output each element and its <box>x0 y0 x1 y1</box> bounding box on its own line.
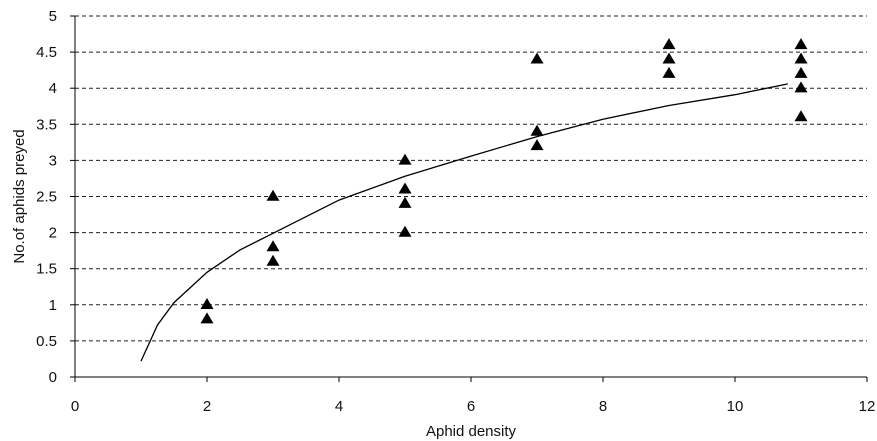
y-tick-label: 2.5 <box>36 189 57 206</box>
gridlines <box>75 15 867 342</box>
y-axis-label: No.of aphids preyed <box>11 129 28 263</box>
triangle-point <box>266 254 280 266</box>
triangle-point <box>794 110 808 122</box>
x-tick-label: 4 <box>335 398 343 415</box>
y-tick-label: 0 <box>49 369 57 386</box>
triangle-point <box>398 225 412 237</box>
axes <box>70 15 868 382</box>
y-tick-label: 2 <box>49 225 57 242</box>
fit-curve <box>140 83 788 362</box>
triangle-point <box>200 312 214 324</box>
triangle-point <box>794 66 808 78</box>
y-tick-label: 4.5 <box>36 44 57 61</box>
x-tick-label: 10 <box>727 398 744 415</box>
triangle-point <box>794 81 808 93</box>
x-tick-label: 6 <box>467 398 475 415</box>
x-tick-label: 12 <box>859 398 876 415</box>
triangle-point <box>530 52 544 64</box>
triangle-point <box>662 66 676 78</box>
x-tick-label: 8 <box>599 398 607 415</box>
y-tick-label: 1.5 <box>36 261 57 278</box>
triangle-point <box>794 38 808 50</box>
triangle-point <box>266 240 280 252</box>
triangle-point <box>398 196 412 208</box>
triangle-point <box>398 182 412 194</box>
y-tick-label: 4 <box>49 80 57 97</box>
y-tick-label: 0.5 <box>36 333 57 350</box>
triangle-point <box>200 298 214 309</box>
triangle-point <box>794 52 808 64</box>
triangle-point <box>398 153 412 165</box>
fit-curve-layer <box>140 83 788 362</box>
y-tick-label: 3.5 <box>36 116 57 133</box>
x-tick-label: 0 <box>71 398 79 415</box>
x-axis-label: Aphid density <box>426 423 517 440</box>
x-tick-label: 2 <box>203 398 211 415</box>
triangle-point <box>266 189 280 201</box>
y-tick-label: 5 <box>49 8 57 25</box>
triangle-point <box>530 124 544 136</box>
y-tick-label: 3 <box>49 152 57 169</box>
y-tick-label: 1 <box>49 297 57 314</box>
data-points-layer <box>200 38 808 324</box>
tick-labels: 0 0.5 1 1.5 2 2.5 3 3.5 4 4.5 5 0 2 4 6 8 10 12 <box>36 8 875 415</box>
triangle-point <box>662 38 676 50</box>
triangle-point <box>530 139 544 151</box>
triangle-point <box>662 52 676 64</box>
